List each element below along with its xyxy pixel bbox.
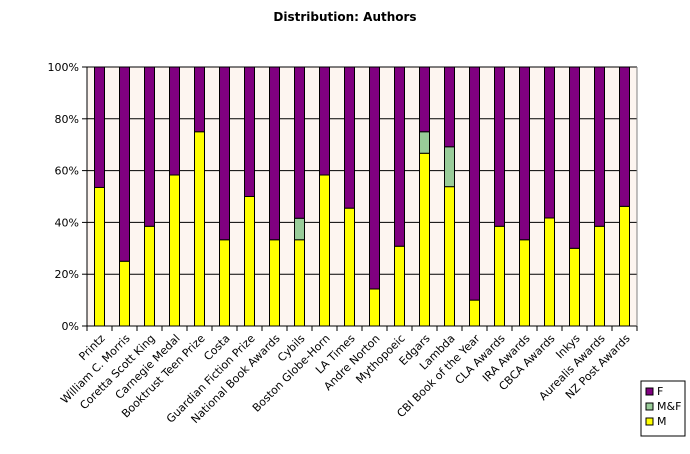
bar-segment-m xyxy=(369,288,380,327)
bar-segment-f xyxy=(194,66,205,133)
bar-segment-f xyxy=(494,66,505,227)
bar-segment-m-f xyxy=(419,131,430,154)
bar-segment-f xyxy=(319,66,330,176)
y-tick-label: 100% xyxy=(48,61,79,74)
bar-segment-f xyxy=(144,66,155,227)
bar-segment-m xyxy=(169,174,180,327)
bar-segment-m xyxy=(544,217,555,327)
bar-segment-f xyxy=(569,66,580,249)
bars xyxy=(94,66,630,327)
bar-segment-f xyxy=(169,66,180,176)
bar-segment-m xyxy=(444,186,455,327)
bar-segment-m xyxy=(319,174,330,327)
bar-segment-f xyxy=(344,66,355,209)
bar-segment-f xyxy=(594,66,605,227)
legend-label: M&F xyxy=(657,400,681,413)
chart-title: Distribution: Authors xyxy=(273,10,416,24)
bar-segment-f xyxy=(119,66,130,262)
bar-segment-m xyxy=(494,225,505,327)
bar-segment-m xyxy=(519,239,530,327)
bar-segment-f xyxy=(519,66,530,241)
y-tick-labels: 0% 20% 40% 60% 80% 100% xyxy=(48,61,79,333)
bar-segment-m xyxy=(294,239,305,327)
y-tick-label: 0% xyxy=(62,320,79,333)
legend: F M&F M xyxy=(640,380,686,437)
bar-segment-f xyxy=(219,66,230,241)
legend-swatch xyxy=(645,402,654,411)
bar-segment-f xyxy=(444,66,455,148)
bar-segment-m xyxy=(194,131,205,327)
bar-segment-m xyxy=(94,186,105,327)
bar-segment-f xyxy=(419,66,430,133)
bar-segment-m xyxy=(344,207,355,327)
bar-segment-f xyxy=(394,66,405,247)
bar-segment-m xyxy=(419,152,430,327)
legend-label: M xyxy=(657,415,667,428)
bar-segment-m xyxy=(569,247,580,327)
bar-segment-m-f xyxy=(294,217,305,241)
y-tick-label: 40% xyxy=(55,216,79,229)
bar-segment-m xyxy=(394,245,405,327)
bar-segment-f xyxy=(469,66,480,301)
bar-segment-f xyxy=(269,66,280,241)
bar-segment-f xyxy=(619,66,630,207)
axes xyxy=(86,67,638,331)
bar-segment-m xyxy=(219,239,230,327)
bar-segment-m xyxy=(119,260,130,327)
bar-segment-f xyxy=(94,66,105,188)
legend-swatch xyxy=(645,387,654,396)
bar-segment-m xyxy=(469,299,480,327)
bar-segment-f xyxy=(544,66,555,219)
bar-segment-f xyxy=(294,66,305,219)
bar-segment-m xyxy=(269,239,280,327)
y-tick-label: 80% xyxy=(55,113,79,126)
bar-segment-m xyxy=(619,205,630,327)
bar-segment-f xyxy=(369,66,380,290)
y-tick-label: 20% xyxy=(55,268,79,281)
legend-label: F xyxy=(657,385,663,398)
bar-segment-m xyxy=(244,196,255,327)
bar-segment-m xyxy=(594,225,605,327)
y-tick-label: 60% xyxy=(55,165,79,178)
legend-swatch xyxy=(645,417,654,426)
bar-segment-m xyxy=(144,225,155,327)
bar-segment-m-f xyxy=(444,146,455,188)
bar-segment-f xyxy=(244,66,255,197)
